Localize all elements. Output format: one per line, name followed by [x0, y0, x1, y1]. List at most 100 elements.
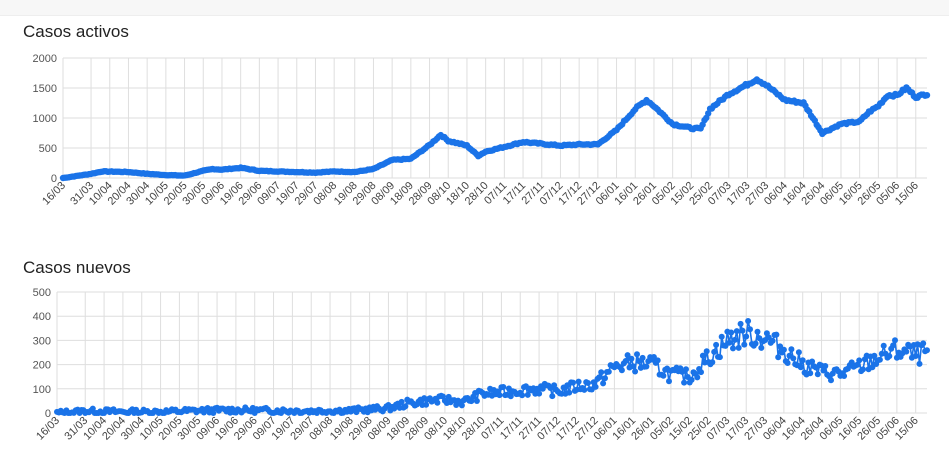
- data-point: [709, 359, 716, 366]
- data-point: [602, 375, 608, 382]
- y-tick-label: 2000: [33, 53, 57, 65]
- data-point: [473, 398, 480, 404]
- data-point: [880, 342, 887, 349]
- data-point: [807, 370, 814, 377]
- data-point: [634, 351, 640, 358]
- data-point: [775, 354, 782, 361]
- y-tick-label: 0: [45, 408, 51, 420]
- data-point: [735, 344, 742, 351]
- chart-title-active: Casos activos: [23, 22, 129, 41]
- data-point: [398, 398, 405, 405]
- data-point: [666, 378, 672, 385]
- data-point: [434, 399, 441, 406]
- data-point: [743, 333, 750, 340]
- x-tick-label: 16/03: [34, 415, 62, 443]
- y-tick-label: 0: [51, 173, 57, 185]
- data-point: [210, 410, 217, 416]
- data-point: [731, 336, 738, 343]
- data-point: [860, 366, 866, 373]
- data-point: [730, 345, 736, 352]
- data-point: [923, 92, 931, 99]
- data-point: [402, 403, 409, 410]
- data-point: [605, 368, 612, 375]
- data-point: [500, 384, 507, 390]
- data-point: [713, 341, 720, 348]
- data-point: [654, 357, 661, 364]
- data-point: [570, 379, 576, 386]
- data-point: [820, 367, 827, 374]
- data-point: [458, 402, 465, 409]
- data-point: [585, 380, 591, 386]
- data-point: [871, 352, 878, 359]
- data-point: [784, 360, 791, 366]
- data-point: [566, 389, 573, 396]
- data-point: [739, 327, 746, 334]
- data-point: [758, 344, 765, 351]
- data-point: [632, 368, 639, 375]
- data-point: [890, 342, 897, 349]
- data-point: [718, 333, 725, 340]
- data-point: [628, 355, 635, 362]
- data-point: [741, 341, 748, 348]
- data-point: [581, 386, 588, 393]
- data-point: [630, 363, 637, 370]
- data-point: [711, 348, 718, 355]
- series-line: [62, 78, 928, 179]
- data-point: [769, 337, 776, 344]
- data-point: [539, 385, 546, 392]
- data-point: [681, 379, 688, 386]
- data-point: [747, 326, 753, 333]
- data-point: [809, 358, 816, 365]
- data-point: [790, 355, 797, 362]
- data-point: [886, 353, 893, 360]
- data-point: [688, 376, 695, 383]
- data-point: [920, 340, 927, 347]
- data-point: [752, 340, 759, 347]
- data-point: [733, 328, 740, 335]
- data-point: [814, 371, 821, 378]
- data-point: [828, 377, 834, 384]
- data-point: [737, 320, 744, 327]
- data-point: [876, 356, 883, 363]
- data-point: [639, 354, 646, 361]
- data-point: [924, 347, 930, 354]
- data-point: [912, 353, 919, 359]
- data-point: [754, 328, 761, 335]
- x-tick-label: 16/03: [40, 180, 68, 208]
- data-point: [549, 393, 556, 400]
- data-point: [703, 348, 710, 355]
- data-point: [728, 329, 735, 336]
- data-point: [660, 372, 667, 379]
- data-point: [694, 374, 701, 381]
- y-tick-label: 1000: [33, 113, 57, 125]
- data-point: [799, 357, 806, 364]
- y-tick-label: 500: [39, 143, 57, 155]
- data-point: [519, 392, 526, 399]
- y-tick-label: 500: [33, 287, 51, 299]
- data-point: [598, 369, 605, 376]
- data-point: [822, 363, 829, 369]
- top-bar: [0, 0, 949, 16]
- data-point: [698, 369, 704, 376]
- data-point: [683, 366, 689, 373]
- y-tick-label: 100: [33, 384, 51, 396]
- data-point: [780, 346, 787, 353]
- data-point: [596, 374, 603, 381]
- y-tick-label: 1500: [33, 83, 57, 95]
- y-tick-label: 300: [33, 335, 51, 347]
- data-point: [524, 391, 531, 398]
- data-point: [773, 331, 780, 338]
- data-point: [507, 393, 514, 400]
- data-point: [788, 346, 795, 353]
- data-point: [575, 378, 582, 385]
- data-point: [795, 349, 802, 356]
- data-point: [618, 367, 625, 374]
- data-point: [716, 354, 723, 361]
- data-point: [916, 360, 923, 367]
- data-point: [856, 357, 863, 364]
- data-point: [797, 364, 804, 371]
- data-point: [643, 363, 650, 370]
- data-point: [536, 390, 543, 397]
